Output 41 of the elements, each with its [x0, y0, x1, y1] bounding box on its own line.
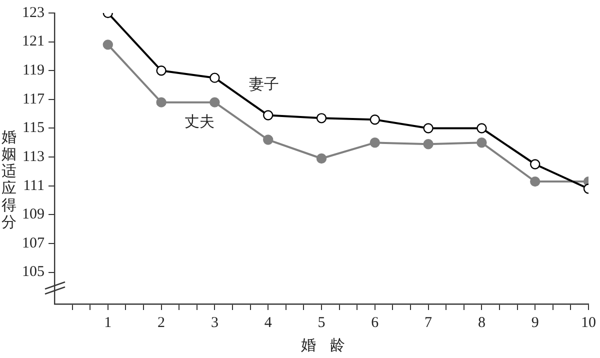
point — [316, 113, 327, 124]
x-tick-label: 2 — [158, 314, 166, 331]
x-tick-label: 5 — [318, 314, 326, 331]
y-tick-label: 105 — [22, 264, 44, 280]
x-axis-title: 婚龄 — [300, 336, 360, 355]
point — [476, 123, 487, 134]
y-tick-label: 123 — [22, 4, 44, 21]
point — [370, 114, 380, 125]
point — [263, 110, 274, 120]
y-tick-label: 113 — [22, 148, 44, 165]
point — [210, 72, 220, 83]
point — [210, 97, 220, 108]
y-axis-title: 婚姻适应得分 — [1, 130, 17, 232]
y-tick-label: 121 — [22, 34, 44, 50]
x-tick-label: 9 — [531, 314, 539, 331]
x-tick-label: 4 — [264, 314, 272, 331]
point — [530, 159, 540, 170]
x-tick-label: 6 — [371, 314, 380, 331]
x-tick-label: 1 — [104, 314, 112, 331]
point — [423, 138, 434, 150]
point — [263, 134, 274, 145]
point — [476, 138, 487, 148]
series-label: 丈夫 — [184, 113, 215, 130]
x-tick-label: 7 — [424, 314, 433, 331]
x-tick-label: 3 — [210, 314, 218, 331]
point — [156, 66, 166, 76]
y-tick-label: 117 — [22, 91, 45, 108]
y-tick-label: 119 — [22, 62, 44, 79]
x-tick-label: 10 — [581, 314, 596, 331]
y-tick-label: 111 — [23, 178, 44, 194]
point — [423, 123, 434, 134]
y-tick-label: 107 — [22, 235, 45, 252]
point — [530, 176, 540, 187]
point — [102, 40, 113, 50]
y-tick-label: 115 — [22, 120, 44, 136]
point — [370, 138, 380, 148]
x-tick-label: 8 — [478, 314, 486, 331]
point — [156, 97, 166, 108]
series-label: 妻子 — [249, 76, 280, 94]
point — [316, 153, 327, 164]
y-tick-label: 109 — [22, 206, 44, 223]
